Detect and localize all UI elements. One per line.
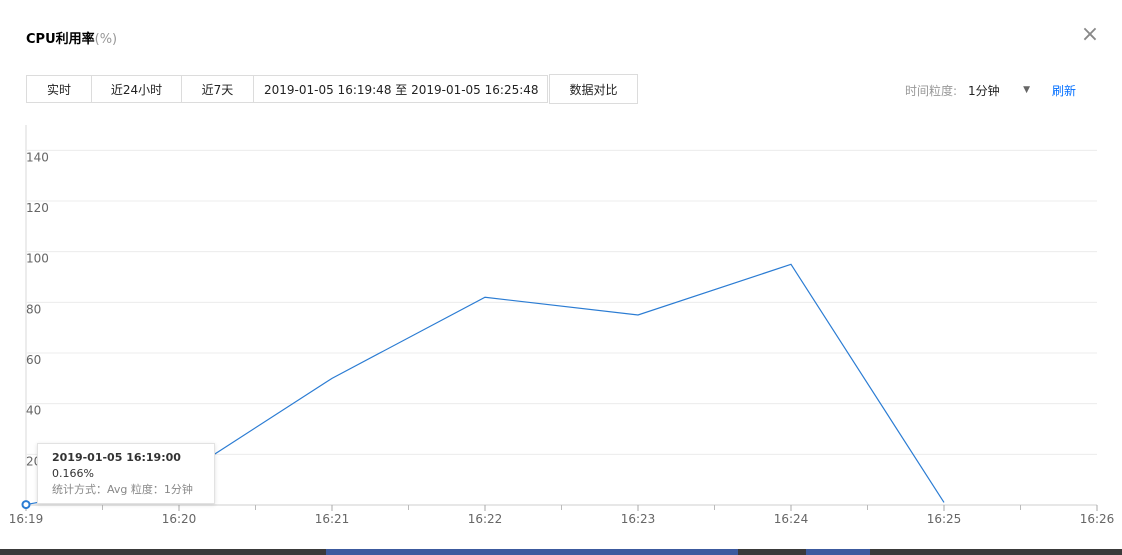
title-text: CPU利用率 — [26, 32, 95, 47]
y-tick-label: 40 — [26, 404, 41, 418]
x-tick-label: 16:21 — [315, 512, 350, 526]
x-tick-label: 16:19 — [9, 512, 44, 526]
refresh-link[interactable]: 刷新 — [1052, 84, 1077, 98]
tooltip-value: 0.166% — [52, 467, 94, 480]
chart-title: CPU利用率(%) — [26, 28, 117, 47]
y-tick-label: 100 — [26, 252, 49, 266]
granularity-label: 时间粒度: — [905, 84, 958, 98]
window-bottom-bar — [0, 549, 1122, 555]
y-tick-label: 140 — [26, 150, 49, 164]
tooltip-meta: 统计方式：Avg 粒度：1分钟 — [52, 483, 193, 496]
x-tick-label: 16:23 — [621, 512, 656, 526]
y-tick-label: 80 — [26, 302, 41, 316]
x-tick-label: 16:24 — [774, 512, 809, 526]
time-toolbar: 实时 近24小时 近7天 2019-01-05 16:19:48 至 2019-… — [26, 74, 638, 104]
y-tick-label: 60 — [26, 353, 41, 367]
tooltip-time: 2019-01-05 16:19:00 — [52, 451, 181, 464]
x-tick-label: 16:25 — [927, 512, 962, 526]
highlight-point — [21, 500, 31, 510]
granularity-select[interactable]: 1分钟 ▼ — [968, 82, 1030, 99]
last-7d-button[interactable]: 近7天 — [181, 75, 254, 103]
x-tick-label: 16:22 — [468, 512, 503, 526]
y-tick-label: 120 — [26, 201, 49, 215]
chevron-down-icon: ▼ — [1023, 85, 1030, 95]
time-range-picker[interactable]: 2019-01-05 16:19:48 至 2019-01-05 16:25:4… — [253, 75, 548, 103]
bottom-bar-segment — [326, 549, 738, 555]
last-24h-button[interactable]: 近24小时 — [91, 75, 182, 103]
compare-button[interactable]: 数据对比 — [549, 74, 638, 104]
chart-tooltip: 2019-01-05 16:19:00 0.166% 统计方式：Avg 粒度：1… — [37, 443, 215, 504]
x-tick-label: 16:20 — [162, 512, 197, 526]
x-tick-label: 16:26 — [1080, 512, 1115, 526]
bottom-bar-segment — [806, 549, 870, 555]
realtime-button[interactable]: 实时 — [26, 75, 92, 103]
close-icon[interactable]: × — [1080, 22, 1100, 47]
granularity-value: 1分钟 — [968, 84, 1000, 98]
time-range-text: 2019-01-05 16:19:48 至 2019-01-05 16:25:4… — [264, 82, 539, 97]
title-unit: (%) — [94, 32, 118, 47]
